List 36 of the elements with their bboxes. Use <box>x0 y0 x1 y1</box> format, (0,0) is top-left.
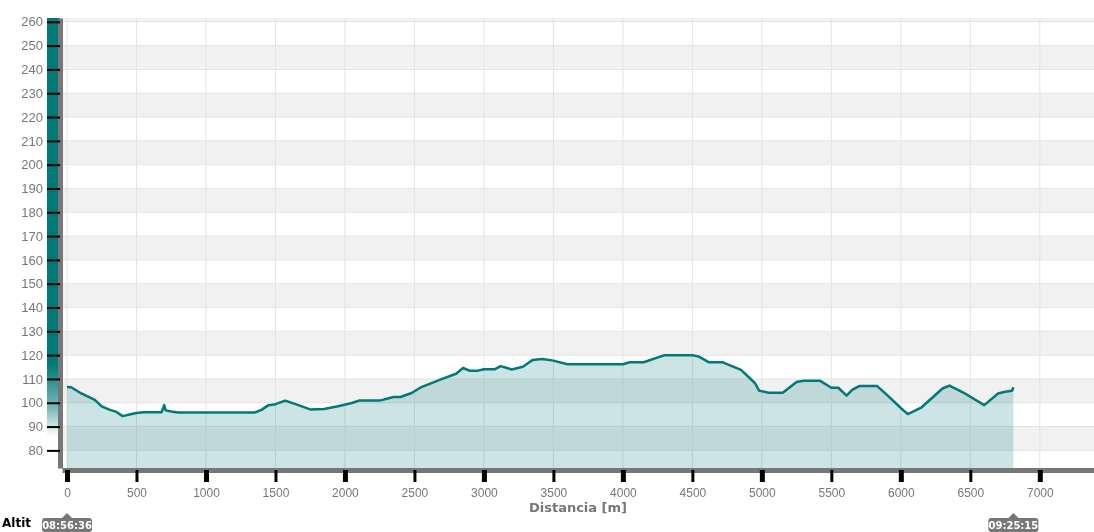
y-tick-label: 140 <box>21 300 43 316</box>
x-tick-label: 1500 <box>262 485 290 500</box>
y-tick-label: 190 <box>21 181 43 197</box>
y-tick-label: 180 <box>21 204 43 220</box>
x-tick-label: 1000 <box>193 485 221 500</box>
y-tick-label: 80 <box>28 443 43 459</box>
y-tick-label: 230 <box>21 85 43 101</box>
y-tick-label: 210 <box>21 133 43 149</box>
y-tick-label: 200 <box>21 157 43 173</box>
y-axis-title: Altit <box>2 516 32 530</box>
y-tick-label: 150 <box>21 276 43 292</box>
y-tick-label: 160 <box>21 252 43 268</box>
x-tick-label: 2000 <box>332 485 360 500</box>
x-tick-label: 4500 <box>679 485 707 500</box>
x-tick-label: 6000 <box>887 485 915 500</box>
x-tick-label: 3000 <box>471 485 499 500</box>
x-tick-label: 500 <box>126 485 148 500</box>
y-tick-label: 100 <box>21 395 43 411</box>
x-tick-label: 5500 <box>818 485 846 500</box>
x-tick-label: 6500 <box>957 485 985 500</box>
y-tick-label: 120 <box>21 347 43 363</box>
y-tick-label: 130 <box>21 323 43 339</box>
x-tick-label: 3500 <box>540 485 568 500</box>
y-tick-label: 220 <box>21 109 43 125</box>
y-tick-label: 250 <box>21 38 43 54</box>
x-tick-label: 2500 <box>401 485 429 500</box>
y-tick-label: 260 <box>21 14 43 30</box>
x-axis-title: Distancia [m] <box>528 500 628 515</box>
x-tick-label: 4000 <box>610 485 638 500</box>
x-tick-label: 0 <box>64 485 72 500</box>
y-tick-label: 170 <box>21 228 43 244</box>
y-tick-label: 110 <box>22 371 43 387</box>
y-tick-label: 240 <box>21 62 43 78</box>
x-tick-label: 5000 <box>749 485 777 500</box>
y-tick-label: 90 <box>28 419 43 435</box>
x-tick-label: 7000 <box>1026 485 1054 500</box>
